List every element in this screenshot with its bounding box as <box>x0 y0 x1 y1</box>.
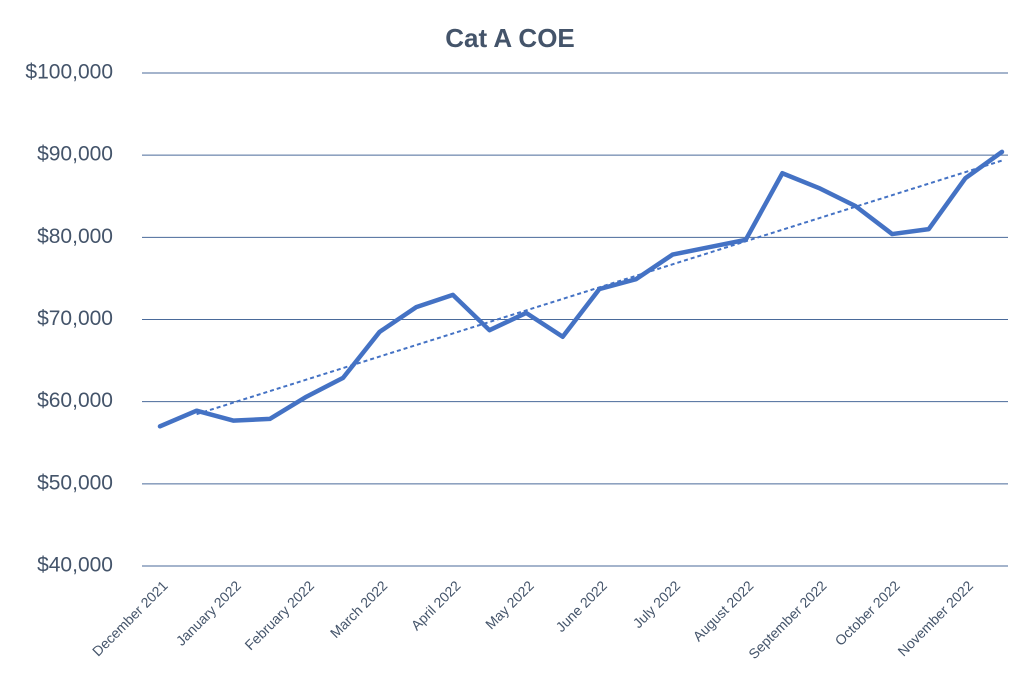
x-tick-label: April 2022 <box>408 577 464 633</box>
x-tick-label: July 2022 <box>630 577 684 631</box>
x-tick-label: November 2022 <box>894 577 976 659</box>
x-tick-label: February 2022 <box>241 577 317 653</box>
y-tick-label: $40,000 <box>37 554 113 577</box>
x-tick-label: September 2022 <box>745 577 830 662</box>
x-tick-label: March 2022 <box>327 577 391 641</box>
x-tick-label: January 2022 <box>173 577 244 648</box>
y-tick-label: $80,000 <box>37 225 113 248</box>
y-tick-label: $50,000 <box>37 471 113 494</box>
x-tick-label: October 2022 <box>832 577 903 648</box>
x-tick-label: August 2022 <box>690 577 757 644</box>
x-tick-label: June 2022 <box>552 577 610 635</box>
x-tick-label: May 2022 <box>482 577 537 632</box>
y-tick-label: $90,000 <box>37 143 113 166</box>
chart-title: Cat A COE <box>445 23 575 53</box>
x-tick-label: December 2021 <box>89 577 171 659</box>
y-tick-label: $70,000 <box>37 307 113 330</box>
y-tick-label: $100,000 <box>25 61 113 84</box>
y-tick-label: $60,000 <box>37 389 113 412</box>
data-line <box>157 149 1005 429</box>
